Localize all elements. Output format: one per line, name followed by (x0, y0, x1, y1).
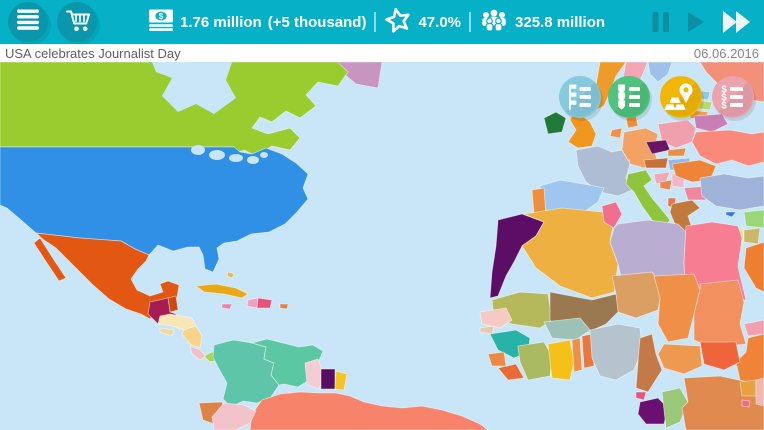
country-uganda[interactable] (739, 379, 757, 397)
svg-text:$: $ (159, 12, 164, 21)
country-niger[interactable] (611, 271, 663, 319)
country-canada[interactable] (0, 62, 349, 157)
pause-button[interactable] (652, 12, 670, 32)
money-value: 1.76 million (180, 13, 262, 31)
country-jamaica[interactable] (221, 303, 233, 310)
fast-forward-button[interactable] (722, 11, 752, 33)
money-delta: (+5 thousand) (267, 13, 367, 31)
country-south-sudan[interactable] (699, 341, 741, 371)
country-cameroon[interactable] (635, 333, 663, 393)
country-el-salvador[interactable] (159, 327, 175, 337)
country-saudi-arabia[interactable] (743, 241, 764, 293)
news-headline: USA celebrates Journalist Day (5, 45, 181, 61)
population-value: 325.8 million (515, 13, 606, 31)
country-ghana[interactable] (547, 339, 575, 381)
great-lakes (191, 145, 268, 164)
country-tunisia[interactable] (601, 201, 623, 229)
country-netherlands[interactable] (609, 127, 623, 139)
country-jordan[interactable] (743, 227, 761, 245)
country-bosnia[interactable] (659, 179, 673, 191)
top-bar: $ 1.76 million (+5 thousand) 47.0% (0, 0, 764, 44)
country-bahamas[interactable] (226, 271, 235, 279)
population-stat: 325.8 million (479, 8, 605, 36)
time-controls (652, 11, 752, 33)
country-slovakia[interactable] (667, 147, 687, 157)
population-icon (479, 8, 509, 36)
country-rwanda[interactable] (741, 399, 751, 408)
country-syria[interactable] (743, 209, 764, 229)
country-kenya[interactable] (755, 377, 764, 407)
menu-button[interactable] (8, 2, 48, 42)
country-puerto-rico[interactable] (279, 303, 289, 310)
hamburger-icon (16, 9, 40, 36)
svg-text:$: $ (721, 101, 727, 112)
country-burkina-faso[interactable] (543, 317, 591, 341)
dollar-list-icon: $ $ $ (721, 85, 743, 112)
divider (374, 12, 377, 32)
country-senegal[interactable] (479, 307, 513, 329)
money-stat: $ 1.76 million (+5 thousand) (148, 7, 366, 37)
country-turkey[interactable] (699, 173, 764, 211)
play-button[interactable] (687, 12, 705, 32)
country-peru[interactable] (211, 402, 257, 430)
diplomacy-list-button[interactable] (559, 76, 601, 118)
gold-pin-icon (664, 83, 693, 110)
country-belarus[interactable] (693, 113, 729, 133)
country-dominican-republic[interactable] (256, 297, 273, 309)
country-haiti[interactable] (246, 297, 259, 309)
country-finland[interactable] (647, 62, 673, 83)
approval-value: 47.0% (418, 13, 462, 31)
country-nicaragua[interactable] (181, 325, 203, 349)
country-togo[interactable] (571, 337, 583, 373)
country-liberia[interactable] (497, 363, 525, 381)
country-central-african-republic[interactable] (657, 343, 703, 375)
approval-stat: 47.0% (384, 6, 461, 38)
news-bar: USA celebrates Journalist Day 06.06.2016 (0, 44, 764, 62)
hudson-bay (152, 62, 236, 114)
country-cuba[interactable] (195, 283, 249, 299)
flag-list-icon (569, 84, 591, 110)
cart-icon (64, 7, 90, 38)
country-austria[interactable] (643, 157, 669, 169)
money-icon: $ (148, 7, 174, 37)
country-ukraine[interactable] (691, 129, 764, 167)
country-sudan[interactable] (693, 279, 747, 349)
country-costa-rica[interactable] (189, 345, 207, 361)
world-map[interactable]: $ $ $ (0, 62, 764, 430)
country-spain[interactable] (539, 179, 605, 219)
country-french-guiana[interactable] (334, 370, 348, 391)
world-map-svg (0, 62, 764, 430)
shop-button[interactable] (57, 2, 97, 42)
country-brazil[interactable] (249, 391, 489, 430)
game-date: 06.06.2016 (693, 45, 759, 61)
country-ireland[interactable] (543, 111, 567, 135)
country-chad[interactable] (653, 273, 701, 343)
country-honduras[interactable] (157, 313, 197, 331)
shield-list-icon (618, 84, 640, 110)
country-cyprus[interactable] (725, 211, 737, 218)
svg-text:$: $ (721, 93, 727, 104)
economy-map-button[interactable] (660, 76, 702, 118)
country-equatorial-guinea[interactable] (635, 391, 647, 401)
country-nigeria[interactable] (589, 323, 643, 381)
country-suriname[interactable] (320, 368, 336, 390)
budget-list-button[interactable]: $ $ $ (712, 76, 754, 118)
country-congo[interactable] (661, 387, 689, 429)
star-icon (384, 6, 412, 38)
country-eritrea[interactable] (743, 319, 764, 337)
divider (469, 12, 472, 32)
country-ivory-coast[interactable] (517, 341, 553, 381)
country-gabon[interactable] (637, 397, 669, 425)
military-list-button[interactable] (608, 76, 650, 118)
svg-text:$: $ (721, 85, 727, 96)
country-mexico[interactable] (33, 232, 180, 320)
